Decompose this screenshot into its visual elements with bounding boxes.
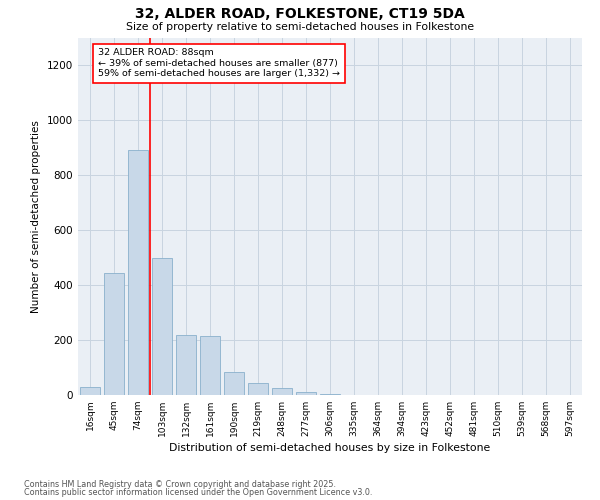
Bar bbox=[104, 272, 124, 395]
Bar bbox=[296, 392, 316, 395]
Text: Size of property relative to semi-detached houses in Folkestone: Size of property relative to semi-detach… bbox=[126, 22, 474, 32]
Bar bbox=[128, 150, 148, 395]
Bar bbox=[320, 394, 340, 395]
Text: Contains HM Land Registry data © Crown copyright and database right 2025.: Contains HM Land Registry data © Crown c… bbox=[24, 480, 336, 489]
Bar bbox=[248, 382, 268, 395]
Bar bbox=[224, 372, 244, 395]
Text: 32 ALDER ROAD: 88sqm
← 39% of semi-detached houses are smaller (877)
59% of semi: 32 ALDER ROAD: 88sqm ← 39% of semi-detac… bbox=[98, 48, 340, 78]
Bar bbox=[152, 258, 172, 395]
X-axis label: Distribution of semi-detached houses by size in Folkestone: Distribution of semi-detached houses by … bbox=[169, 443, 491, 453]
Y-axis label: Number of semi-detached properties: Number of semi-detached properties bbox=[31, 120, 41, 312]
Text: Contains public sector information licensed under the Open Government Licence v3: Contains public sector information licen… bbox=[24, 488, 373, 497]
Bar bbox=[272, 388, 292, 395]
Bar bbox=[80, 387, 100, 395]
Bar bbox=[200, 336, 220, 395]
Text: 32, ALDER ROAD, FOLKESTONE, CT19 5DA: 32, ALDER ROAD, FOLKESTONE, CT19 5DA bbox=[135, 8, 465, 22]
Bar bbox=[176, 334, 196, 395]
